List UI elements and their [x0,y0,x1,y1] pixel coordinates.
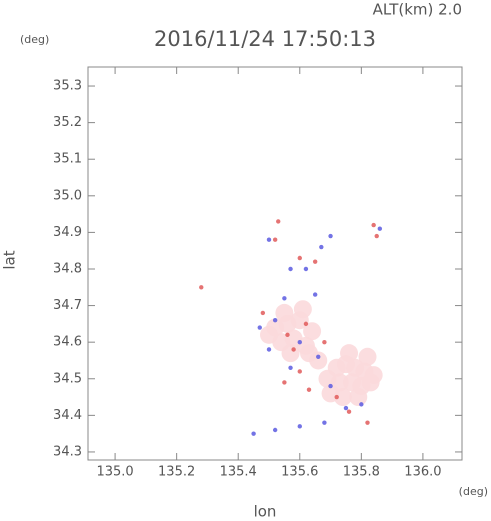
echo-point [303,322,322,341]
echo-point [358,347,377,366]
y-tick-label: 35.1 [53,152,82,167]
echo-point [288,365,293,370]
y-tick-label: 35.2 [53,115,82,130]
echo-point [297,369,302,374]
echo-point [199,285,204,290]
echo-point [303,266,309,272]
x-tick-label: 136.0 [404,465,441,480]
echo-point [349,388,368,407]
echo-point [259,325,278,344]
echo-point [257,325,262,330]
echo-point [374,233,379,239]
y-tick-label: 34.9 [53,225,82,240]
echo-point [251,431,256,436]
echo-point [281,344,300,363]
y-unit: (deg) [20,33,49,46]
chart-title: 2016/11/24 17:50:13 [154,27,376,51]
x-label: lon [254,503,277,521]
echo-point [272,318,278,323]
y-tick-label: 34.7 [53,298,82,313]
subtitle: ALT(km) 2.0 [373,1,462,19]
echo-point [371,222,376,228]
echo-point [266,237,272,242]
y-label: lat [1,250,19,269]
x-tick-label: 135.6 [281,465,318,480]
x-tick-label: 135.4 [220,465,257,480]
y-tick-label: 35.0 [53,188,82,203]
y-tick-label: 34.8 [53,261,82,276]
echo-point [306,387,312,392]
echo-point [297,424,302,429]
echo-point [293,300,312,319]
echo-point [272,237,278,242]
echo-point [276,219,281,224]
echo-point [309,351,328,370]
y-tick-label: 34.5 [53,371,82,386]
plot-frame [87,66,463,461]
echo-point [333,388,352,407]
echo-point [272,427,278,433]
echo-point [365,420,370,425]
x-unit: (deg) [459,485,488,498]
echo-point [312,292,318,297]
echo-point [275,303,294,322]
y-tick-label: 35.3 [53,79,82,94]
y-tick-label: 34.4 [53,408,82,423]
echo-point [266,347,272,352]
echo-point [282,380,287,385]
echo-point [291,347,296,352]
echo-point [285,332,290,338]
y-tick-label: 34.6 [53,335,82,350]
echo-point [316,354,321,360]
echo-point [282,296,287,301]
echo-point [288,266,293,272]
echo-point [334,394,339,400]
echo-point [359,402,364,407]
echo-point [322,420,327,425]
echo-point [343,405,349,411]
echo-point [318,369,337,388]
echo-point [328,383,333,389]
echo-point [377,226,383,231]
x-tick-label: 135.2 [158,465,195,480]
echo-point [319,244,324,250]
echo-point [260,310,266,316]
y-tick-label: 34.3 [53,444,82,459]
x-tick-label: 135.8 [343,465,380,480]
echo-point [312,259,318,264]
echo-point [303,321,309,327]
echo-point [322,339,327,345]
echo-point [361,373,380,392]
echo-point [297,255,302,261]
echo-point [346,409,352,414]
x-tick-label: 135.0 [96,465,133,480]
echo-point [297,339,302,345]
echo-point [340,344,359,363]
echo-point [328,233,333,239]
